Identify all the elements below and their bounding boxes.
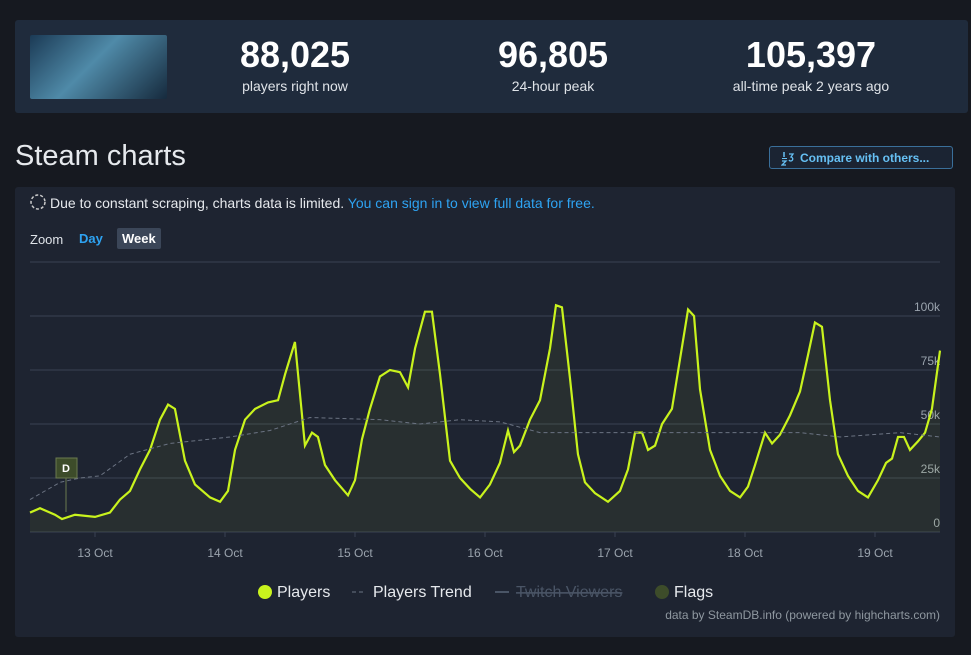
x-tick-label: 16 Oct [467, 546, 503, 560]
flag-label: D [62, 463, 70, 475]
stat-value: 105,397 [745, 34, 877, 75]
sign-in-link[interactable]: You can sign in to view full data for fr… [347, 195, 595, 211]
stat-value: 88,025 [239, 34, 351, 75]
page-title: Steam charts [15, 140, 186, 172]
button-label: Compare with others... [800, 151, 930, 165]
y-tick-label: 75k [921, 354, 941, 368]
zoom-button-active[interactable]: Week [117, 228, 161, 249]
x-tick-label: 19 Oct [857, 546, 893, 560]
stat: 88,025 players right now [175, 34, 415, 94]
y-tick-label: 100k [914, 300, 941, 314]
series-line [29, 303, 942, 521]
zoom-label: Zoom [30, 232, 64, 247]
legend-label: Players [277, 584, 330, 601]
stat: 96,805 24-hour peak [433, 34, 673, 94]
flag [55, 457, 78, 479]
stat-label: all-time peak 2 years ago [732, 78, 890, 94]
legend-symbol [258, 585, 272, 599]
series-line [29, 417, 941, 501]
game-image [30, 35, 167, 99]
y-tick-label: 0 [933, 516, 940, 530]
y-tick-label: 25k [921, 462, 941, 476]
credit: data by SteamDB.info (powered by highcha… [665, 608, 940, 622]
legend-label: Twitch Viewers [516, 584, 622, 601]
notice-icon [30, 194, 46, 210]
legend-label: Flags [674, 584, 713, 601]
x-tick-label: 17 Oct [597, 546, 633, 560]
x-tick-label: 15 Oct [337, 546, 373, 560]
legend-symbol [655, 585, 669, 599]
notice-text: Due to constant scraping, charts data is… [50, 195, 345, 211]
stats-panel [15, 20, 968, 113]
x-tick-label: 13 Oct [77, 546, 113, 560]
legend-label: Players Trend [373, 584, 472, 601]
notice: Due to constant scraping, charts data is… [50, 195, 595, 211]
x-tick-label: 14 Oct [207, 546, 243, 560]
compare-icon [781, 152, 795, 166]
x-tick-label: 18 Oct [727, 546, 763, 560]
stat-label: players right now [242, 78, 348, 94]
stat-value: 96,805 [497, 34, 609, 75]
stat-label: 24-hour peak [511, 78, 595, 94]
stat: 105,397 all-time peak 2 years ago [691, 34, 931, 94]
area [30, 305, 940, 532]
compare-button[interactable]: Compare with others... [769, 146, 953, 169]
zoom-button[interactable]: Day [79, 231, 103, 246]
